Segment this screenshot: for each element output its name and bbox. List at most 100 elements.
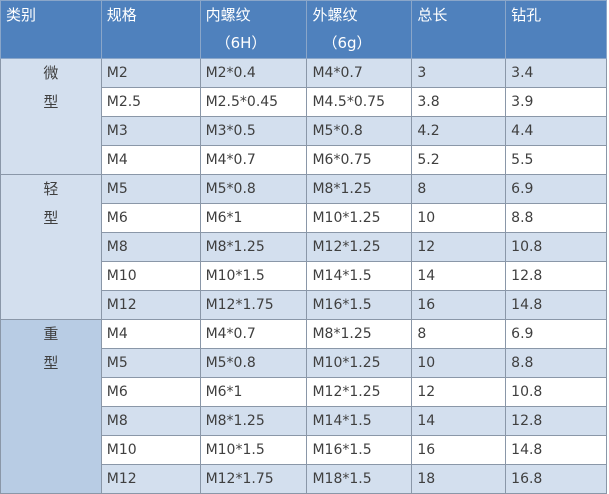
total-length-cell: 18 xyxy=(411,464,507,494)
spec-cell: M6 xyxy=(100,203,201,233)
drill-hole-cell: 5.5 xyxy=(505,145,607,175)
header-spec: 规格 xyxy=(100,0,201,59)
total-length-cell: 12 xyxy=(411,377,507,407)
table-row: M8 M8*1.25 M12*1.25 12 10.8 xyxy=(1,232,607,262)
category-label-char: 轻 xyxy=(43,180,59,198)
total-length-cell: 10 xyxy=(411,203,507,233)
total-length-cell: 14 xyxy=(411,261,507,291)
external-thread-cell: M4.5*0.75 xyxy=(306,87,413,117)
table-row: M8 M8*1.25 M14*1.5 14 12.8 xyxy=(1,406,607,436)
drill-hole-cell: 10.8 xyxy=(505,232,607,262)
table-row: M10 M10*1.5 M16*1.5 16 14.8 xyxy=(1,435,607,465)
header-external-thread-sub: （6g） xyxy=(322,34,372,52)
total-length-cell: 4.2 xyxy=(411,116,507,146)
external-thread-cell: M8*1.25 xyxy=(306,174,413,204)
internal-thread-cell: M12*1.75 xyxy=(199,464,308,494)
header-internal-thread-label: 内螺纹 xyxy=(205,6,251,24)
internal-thread-cell: M12*1.75 xyxy=(199,290,308,320)
external-thread-cell: M18*1.5 xyxy=(306,464,413,494)
spec-cell: M12 xyxy=(100,464,201,494)
header-internal-thread-sub: （6H） xyxy=(215,34,267,52)
external-thread-cell: M10*1.25 xyxy=(306,203,413,233)
spec-cell: M10 xyxy=(100,435,201,465)
total-length-cell: 14 xyxy=(411,406,507,436)
spec-cell: M4 xyxy=(100,145,201,175)
total-length-cell: 10 xyxy=(411,348,507,378)
drill-hole-cell: 3.4 xyxy=(505,58,607,88)
spec-cell: M4 xyxy=(100,319,201,349)
spec-cell: M5 xyxy=(100,348,201,378)
external-thread-cell: M6*0.75 xyxy=(306,145,413,175)
drill-hole-cell: 8.8 xyxy=(505,203,607,233)
internal-thread-cell: M4*0.7 xyxy=(199,145,308,175)
category-cell: 轻型 xyxy=(0,174,102,320)
internal-thread-cell: M10*1.5 xyxy=(199,435,308,465)
spec-cell: M2 xyxy=(100,58,201,88)
drill-hole-cell: 12.8 xyxy=(505,261,607,291)
external-thread-cell: M14*1.5 xyxy=(306,406,413,436)
drill-hole-cell: 4.4 xyxy=(505,116,607,146)
table-row: M6 M6*1 M10*1.25 10 8.8 xyxy=(1,203,607,233)
external-thread-cell: M14*1.5 xyxy=(306,261,413,291)
internal-thread-cell: M5*0.8 xyxy=(199,348,308,378)
drill-hole-cell: 14.8 xyxy=(505,290,607,320)
internal-thread-cell: M8*1.25 xyxy=(199,406,308,436)
total-length-cell: 3 xyxy=(411,58,507,88)
spec-cell: M3 xyxy=(100,116,201,146)
table-row: 微型 M2 M2*0.4 M4*0.7 3 3.4 xyxy=(0,58,607,175)
header-drill-hole: 钻孔 xyxy=(505,0,607,59)
total-length-cell: 8 xyxy=(411,319,507,349)
spec-cell: M5 xyxy=(100,174,201,204)
table-row: M4 M4*0.7 M6*0.75 5.2 5.5 xyxy=(1,145,607,175)
external-thread-cell: M16*1.5 xyxy=(306,290,413,320)
external-thread-cell: M8*1.25 xyxy=(306,319,413,349)
drill-hole-cell: 12.8 xyxy=(505,406,607,436)
external-thread-cell: M16*1.5 xyxy=(306,435,413,465)
header-row: 类别 规格 内螺纹 （6H） 外螺纹 （6g） 总长 钻孔 xyxy=(0,0,607,59)
drill-hole-cell: 6.9 xyxy=(505,319,607,349)
total-length-cell: 12 xyxy=(411,232,507,262)
total-length-cell: 3.8 xyxy=(411,87,507,117)
internal-thread-cell: M5*0.8 xyxy=(199,174,308,204)
category-label-char: 微 xyxy=(43,64,59,82)
internal-thread-cell: M6*1 xyxy=(199,203,308,233)
table-row: M2.5 M2.5*0.45 M4.5*0.75 3.8 3.9 xyxy=(1,87,607,117)
spec-cell: M2.5 xyxy=(100,87,201,117)
header-category: 类别 xyxy=(0,0,102,59)
table-row: M5 M5*0.8 M10*1.25 10 8.8 xyxy=(1,348,607,378)
header-external-thread-label: 外螺纹 xyxy=(312,6,358,24)
total-length-cell: 16 xyxy=(411,290,507,320)
category-label-char: 型 xyxy=(43,354,59,372)
internal-thread-cell: M2*0.4 xyxy=(199,58,308,88)
table-row: M12 M12*1.75 M18*1.5 18 16.8 xyxy=(1,464,607,494)
internal-thread-cell: M6*1 xyxy=(199,377,308,407)
category-cell: 重型 xyxy=(0,319,102,494)
table-row: M12 M12*1.75 M16*1.5 16 14.8 xyxy=(1,290,607,320)
category-label-char: 型 xyxy=(43,93,59,111)
spec-cell: M8 xyxy=(100,406,201,436)
category-label-char: 重 xyxy=(43,325,59,343)
external-thread-cell: M12*1.25 xyxy=(306,232,413,262)
category-label-char: 型 xyxy=(43,209,59,227)
total-length-cell: 8 xyxy=(411,174,507,204)
header-total-length: 总长 xyxy=(411,0,507,59)
internal-thread-cell: M10*1.5 xyxy=(199,261,308,291)
spec-cell: M10 xyxy=(100,261,201,291)
table-row: 轻型 M5 M5*0.8 M8*1.25 8 6.9 xyxy=(0,174,607,320)
internal-thread-cell: M2.5*0.45 xyxy=(199,87,308,117)
category-cell: 微型 xyxy=(0,58,102,175)
drill-hole-cell: 6.9 xyxy=(505,174,607,204)
spec-cell: M12 xyxy=(100,290,201,320)
drill-hole-cell: 10.8 xyxy=(505,377,607,407)
table-row: M10 M10*1.5 M14*1.5 14 12.8 xyxy=(1,261,607,291)
drill-hole-cell: 3.9 xyxy=(505,87,607,117)
drill-hole-cell: 14.8 xyxy=(505,435,607,465)
internal-thread-cell: M3*0.5 xyxy=(199,116,308,146)
internal-thread-cell: M4*0.7 xyxy=(199,319,308,349)
external-thread-cell: M4*0.7 xyxy=(306,58,413,88)
header-internal-thread: 内螺纹 （6H） xyxy=(199,0,308,59)
spec-cell: M8 xyxy=(100,232,201,262)
table-row: M3 M3*0.5 M5*0.8 4.2 4.4 xyxy=(1,116,607,146)
internal-thread-cell: M8*1.25 xyxy=(199,232,308,262)
